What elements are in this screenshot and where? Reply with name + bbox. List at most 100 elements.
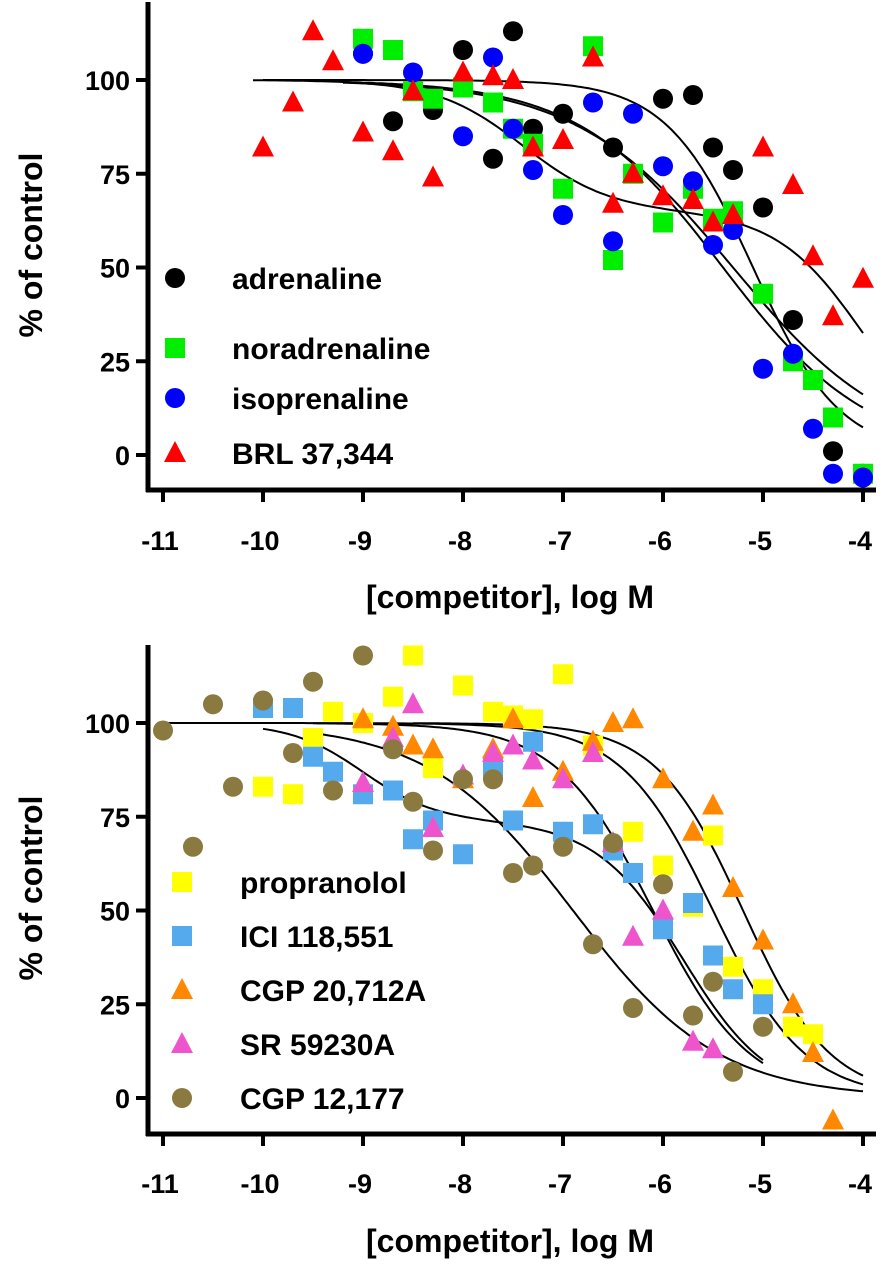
data-point [203, 694, 223, 715]
data-point [283, 743, 303, 763]
data-point [782, 173, 804, 194]
data-point [483, 769, 503, 790]
data-point [603, 250, 623, 270]
x-tick-label: -11 [141, 1169, 179, 1199]
data-point [553, 664, 573, 685]
data-point [523, 160, 543, 180]
legend-label: ICI 118,551 [240, 921, 393, 954]
legend-marker [165, 388, 185, 408]
data-point [502, 68, 524, 89]
data-point [183, 836, 203, 857]
data-point [583, 814, 603, 835]
data-point [523, 855, 543, 876]
data-point [652, 184, 674, 206]
data-point [503, 863, 523, 883]
data-point [653, 212, 673, 233]
data-point [682, 188, 704, 209]
legend-marker [172, 1088, 192, 1108]
data-point [422, 816, 444, 837]
data-point [802, 244, 824, 266]
data-point [782, 992, 804, 1014]
data-point [153, 720, 173, 741]
x-tick-label: -9 [348, 1169, 372, 1199]
data-point [452, 60, 474, 82]
data-point [752, 928, 774, 950]
data-point [783, 1016, 803, 1037]
data-point [523, 709, 543, 730]
data-point [352, 707, 374, 729]
data-point [582, 741, 604, 762]
data-point [622, 707, 644, 729]
y-axis-title: % of control [13, 153, 49, 338]
data-point [503, 118, 523, 139]
data-point [783, 343, 803, 364]
data-point [582, 729, 604, 751]
legend-label: CGP 12,177 [240, 1083, 405, 1116]
data-point [623, 998, 643, 1018]
data-point [322, 49, 344, 71]
legend-marker [171, 1032, 193, 1053]
fit-curve-cgp-20-712a [413, 722, 864, 1077]
data-point [822, 304, 844, 326]
data-point [622, 161, 644, 183]
data-point [252, 135, 274, 157]
data-point [453, 40, 473, 60]
data-point [253, 776, 273, 797]
data-point [402, 733, 424, 755]
data-point [702, 210, 724, 232]
data-point [603, 231, 623, 252]
data-point [753, 994, 773, 1015]
data-point [523, 731, 543, 752]
data-point [753, 1016, 773, 1037]
y-tick-label: 100 [85, 709, 130, 739]
data-point [703, 971, 723, 992]
data-point [552, 767, 574, 789]
data-point [652, 767, 674, 789]
data-point [402, 692, 424, 714]
data-point [283, 784, 303, 805]
data-point [383, 780, 403, 801]
data-point [502, 733, 524, 755]
x-axis-title: [competitor], log M [366, 1223, 654, 1259]
data-point [583, 92, 603, 113]
series-isoprenaline [353, 43, 873, 488]
data-point [382, 139, 404, 161]
fit-curve-cgp-12-177 [312, 732, 864, 1093]
data-point [553, 103, 573, 124]
data-point [702, 1037, 724, 1059]
data-point [683, 85, 703, 105]
data-point [653, 874, 673, 895]
x-tick-label: -8 [448, 1169, 472, 1199]
x-tick-label: -5 [748, 526, 772, 556]
data-point [653, 156, 673, 177]
data-point [683, 171, 703, 192]
data-point [383, 739, 403, 760]
data-point [383, 686, 403, 707]
legend-marker [171, 978, 193, 999]
data-point [283, 698, 303, 718]
data-point [703, 137, 723, 158]
data-point [703, 235, 723, 255]
data-point [483, 701, 503, 722]
data-point [723, 1061, 743, 1082]
data-point [522, 135, 544, 157]
data-point [803, 1024, 823, 1045]
data-point [423, 88, 443, 109]
data-point [683, 893, 703, 913]
data-point [383, 40, 403, 60]
y-tick-label: 25 [100, 990, 130, 1020]
legend-label: noradrenaline [232, 333, 430, 366]
data-point [623, 103, 643, 124]
data-point [483, 92, 503, 113]
data-point [453, 769, 473, 790]
legend: propranolol ICI 118,551 CGP 20,712A SR 5923… [171, 867, 426, 1116]
chart-panel-1: 0 25 50 75 100 -11 -10 -9 -8 -7 -6 -5 -4 [competitor]… [13, 2, 876, 615]
x-tick-label: -8 [448, 526, 472, 556]
legend-label: BRL 37,344 [232, 438, 394, 471]
data-point [223, 776, 243, 797]
data-point [553, 821, 573, 842]
data-point [622, 924, 644, 946]
series-brl-37-344 [252, 19, 874, 326]
data-point [352, 120, 374, 142]
data-point [822, 1108, 844, 1130]
